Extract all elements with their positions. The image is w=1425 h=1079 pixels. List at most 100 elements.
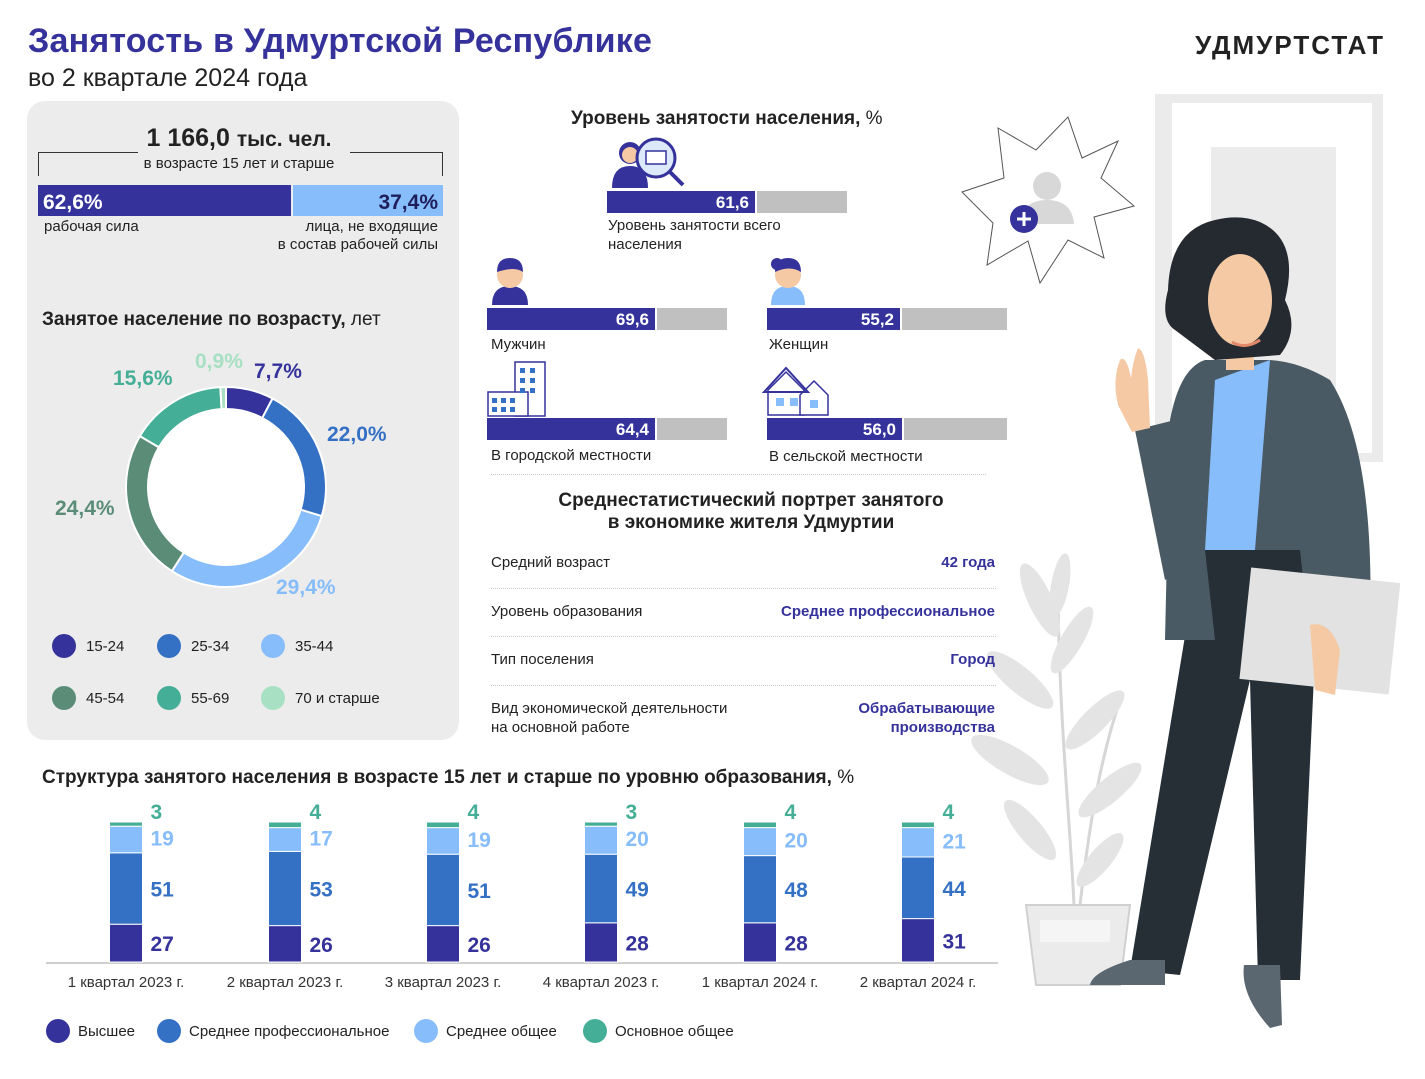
portrait-row-value: Обрабатывающие производства <box>858 699 995 737</box>
donut-slice-label: 29,4% <box>276 576 336 599</box>
section-separator <box>491 474 986 475</box>
employment-bar-value: 56,0 <box>767 418 902 440</box>
portrait-row-label: Тип поселения <box>491 651 594 668</box>
legend-swatch <box>157 1019 181 1043</box>
portrait-title-line2: в экономике жителя Удмуртии <box>607 512 895 533</box>
man-icon <box>492 258 528 305</box>
age-legend-item: 55-69 <box>157 686 229 710</box>
donut-slice-70-и-старше <box>219 385 227 411</box>
employment-bar-remainder <box>904 418 1007 440</box>
legend-swatch <box>52 634 76 658</box>
age-donut-chart <box>125 385 327 588</box>
employment-bar-value: 69,6 <box>487 308 655 330</box>
employment-title-unit: % <box>865 108 883 129</box>
donut-slice-label: 0,9% <box>195 350 243 373</box>
portrait-row-value: Среднее профессиональное <box>780 603 995 620</box>
plant-illustration <box>971 553 1142 986</box>
labor-force-label: рабочая сила <box>44 218 139 235</box>
legend-label: 55-69 <box>191 689 230 707</box>
woman-illustration <box>1090 217 1401 1028</box>
city-icon <box>487 361 546 417</box>
portrait-title-line1: Среднестатистический портрет занятого <box>558 490 944 511</box>
portrait-title: Среднестатистический портрет занятого в … <box>490 490 1012 534</box>
employment-bar-remainder <box>657 418 727 440</box>
portrait-separator <box>491 636 996 637</box>
not-labor-force-label: лица, не входящие в состав рабочей силы <box>255 218 438 254</box>
employment-rural-label: В сельской местности <box>769 448 923 465</box>
legend-swatch <box>157 686 181 710</box>
donut-hole <box>149 410 303 564</box>
age-legend-item: 35-44 <box>261 634 333 658</box>
worker-search-icon <box>612 137 685 188</box>
age-legend-item: 25-34 <box>157 634 229 658</box>
not-labor-force-bar: 37,4% <box>293 185 443 216</box>
not-labor-force-label-line1: лица, не входящие <box>305 218 438 235</box>
portrait-row-label: Уровень образования <box>491 603 643 620</box>
star-profile-icon <box>961 116 1136 285</box>
legend-label: 35-44 <box>295 637 334 655</box>
education-chart-title-text: Структура занятого населения в возрасте … <box>42 767 832 788</box>
employment-bar-value: 64,4 <box>487 418 655 440</box>
donut-slice-label: 22,0% <box>327 423 387 446</box>
total-subtitle: в возрасте 15 лет и старше <box>143 155 335 172</box>
total-population: 1 166,0 тыс. чел. <box>0 124 478 153</box>
age-legend-item: 70 и старше <box>261 686 380 710</box>
employment-men-label: Мужчин <box>491 336 546 353</box>
age-chart-title: Занятое население по возрасту, лет <box>42 309 381 331</box>
page-subtitle: во 2 квартале 2024 года <box>28 64 308 92</box>
portrait-row-value: Город <box>950 651 995 668</box>
donut-slice-label: 15,6% <box>113 367 173 390</box>
not-labor-force-label-line2: в состав рабочей силы <box>277 236 438 253</box>
employment-bar-remainder <box>757 191 847 213</box>
employment-bar-value: 55,2 <box>767 308 900 330</box>
brand-logo: УДМУРТСТАТ <box>1195 30 1385 60</box>
bracket-left <box>38 152 138 176</box>
legend-label: Основное общее <box>615 1022 734 1040</box>
employment-total-label-line2: населения <box>608 236 682 253</box>
education-chart-title: Структура занятого населения в возрасте … <box>42 767 854 789</box>
education-chart-title-unit: % <box>837 767 855 788</box>
legend-swatch <box>157 634 181 658</box>
age-legend-item: 15-24 <box>52 634 124 658</box>
employment-total-label-line1: Уровень занятости всего <box>608 217 781 234</box>
legend-swatch <box>52 686 76 710</box>
employment-bar-remainder <box>902 308 1007 330</box>
total-value: 1 166,0 <box>146 124 230 152</box>
legend-swatch <box>414 1019 438 1043</box>
portrait-row-label: Вид экономической деятельности на основн… <box>491 699 727 737</box>
employment-bar-value: 61,6 <box>607 191 755 213</box>
employment-bar-remainder <box>657 308 727 330</box>
houses-icon <box>761 366 829 416</box>
portrait-row-value-line1: Обрабатывающие <box>858 700 995 717</box>
employment-title-text: Уровень занятости населения, <box>571 108 861 129</box>
portrait-row-label: Средний возраст <box>491 554 611 571</box>
age-chart-title-text: Занятое население по возрасту, <box>42 309 346 330</box>
portrait-separator <box>491 685 996 686</box>
portrait-row-value-line2: производства <box>890 719 995 736</box>
total-unit: тыс. чел. <box>236 128 332 151</box>
legend-swatch <box>261 686 285 710</box>
legend-label: 45-54 <box>86 689 125 707</box>
employment-total-label: Уровень занятости всего населения <box>608 216 781 254</box>
legend-label: Высшее <box>78 1022 136 1040</box>
education-legend-item: Среднее общее <box>414 1019 557 1043</box>
donut-slice-label: 24,4% <box>55 497 115 520</box>
portrait-separator <box>491 588 996 589</box>
age-legend-item: 45-54 <box>52 686 124 710</box>
legend-label: Среднее общее <box>446 1022 557 1040</box>
employment-women-label: Женщин <box>769 336 829 353</box>
woman-icon <box>771 258 805 305</box>
legend-label: 25-34 <box>191 637 230 655</box>
labor-force-bar: 62,6% <box>38 185 291 216</box>
portrait-row-label-line1: Вид экономической деятельности <box>491 700 728 717</box>
age-chart-title-unit: лет <box>350 309 381 330</box>
portrait-row-value: 42 года <box>941 554 995 571</box>
donut-slice-label: 7,7% <box>254 360 302 383</box>
education-legend-item: Среднее профессиональное <box>157 1019 389 1043</box>
legend-label: 70 и старше <box>295 689 380 707</box>
legend-swatch <box>583 1019 607 1043</box>
employment-icons <box>487 137 829 417</box>
bracket-right <box>350 152 443 176</box>
education-legend-item: Основное общее <box>583 1019 734 1043</box>
